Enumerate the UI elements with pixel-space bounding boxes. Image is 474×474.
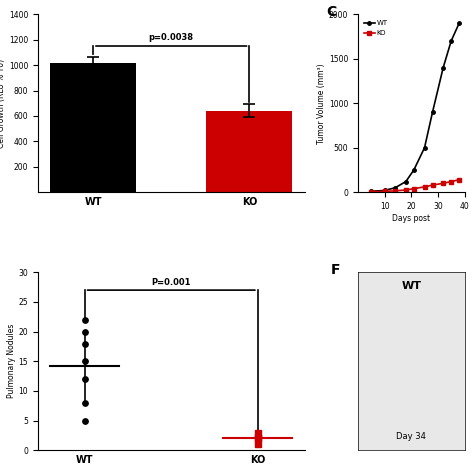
Point — [254, 435, 262, 442]
Y-axis label: Tumor Volume (mm³): Tumor Volume (mm³) — [317, 63, 326, 144]
Point — [81, 399, 89, 407]
Y-axis label: Pulmonary Nodules: Pulmonary Nodules — [7, 324, 16, 399]
KO — [440, 181, 446, 186]
Legend: WT, KO: WT, KO — [361, 18, 391, 39]
WT — [429, 109, 435, 115]
Text: P=0.001: P=0.001 — [152, 278, 191, 287]
Point — [81, 328, 89, 336]
KO — [429, 182, 435, 188]
WT — [368, 189, 374, 194]
WT — [403, 179, 409, 184]
Line: KO: KO — [369, 178, 461, 193]
WT — [448, 38, 454, 44]
Point — [254, 440, 262, 448]
KO — [382, 189, 387, 194]
Point — [81, 417, 89, 424]
Point — [254, 428, 262, 436]
WT — [392, 185, 398, 191]
Point — [81, 357, 89, 365]
WT — [411, 167, 417, 173]
Y-axis label: Cell Growth (RLU % T0): Cell Growth (RLU % T0) — [0, 59, 6, 148]
WT — [456, 20, 462, 26]
WT — [382, 188, 387, 193]
KO — [392, 188, 398, 194]
Text: F: F — [331, 264, 341, 277]
Bar — [206, 111, 292, 192]
X-axis label: Days post: Days post — [392, 214, 430, 223]
Text: C: C — [326, 5, 336, 19]
Bar — [50, 63, 136, 192]
Text: p=0.0038: p=0.0038 — [149, 33, 194, 42]
Line: WT: WT — [369, 21, 461, 193]
KO — [368, 189, 374, 195]
KO — [411, 186, 417, 191]
WT — [422, 145, 428, 151]
Point — [81, 316, 89, 324]
WT — [440, 65, 446, 71]
KO — [403, 187, 409, 193]
KO — [448, 179, 454, 184]
Text: Day 34: Day 34 — [396, 432, 426, 441]
Text: WT: WT — [401, 281, 421, 291]
KO — [422, 184, 428, 190]
KO — [456, 177, 462, 182]
Point — [254, 435, 262, 442]
Point — [81, 375, 89, 383]
Point — [81, 340, 89, 347]
